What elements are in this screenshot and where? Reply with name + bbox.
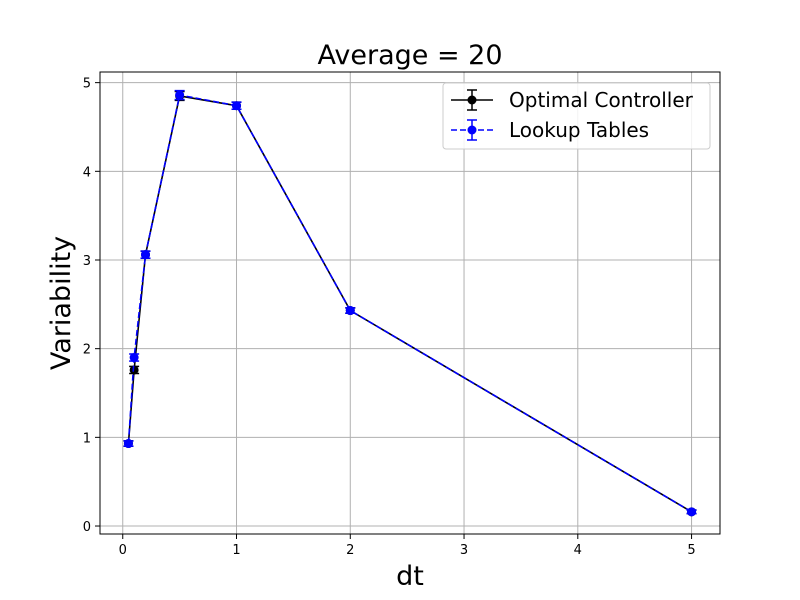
chart-title: Average = 20 [317, 40, 502, 71]
series-layer [123, 89, 697, 517]
legend-label: Lookup Tables [509, 118, 649, 142]
legend-box [442, 82, 711, 150]
series-0 [123, 90, 697, 517]
y-tick-label: 5 [83, 77, 91, 92]
x-tick-label: 4 [574, 543, 582, 558]
plot-frame [99, 71, 721, 535]
series-line [127, 94, 692, 513]
x-tick-label: 2 [346, 543, 354, 558]
data-point [123, 439, 133, 449]
y-axis-label: Variability [46, 236, 77, 370]
legend: Optimal Controller Lookup Tables [442, 82, 711, 150]
legend-marker [467, 95, 477, 105]
data-point [687, 507, 697, 517]
data-point [232, 101, 242, 111]
data-point [175, 90, 185, 100]
y-tick-label: 3 [83, 254, 91, 269]
y-tick-label: 2 [83, 343, 91, 358]
legend-marker [467, 125, 477, 135]
x-tick-label: 5 [687, 543, 695, 558]
x-axis-label: dt [396, 561, 424, 592]
data-point [129, 365, 139, 375]
data-point [141, 250, 151, 260]
data-point [129, 353, 139, 363]
x-tick-label: 0 [119, 543, 127, 558]
data-point [345, 306, 355, 316]
series-1 [123, 89, 697, 517]
x-tick-label: 1 [232, 543, 240, 558]
y-tick-label: 1 [83, 431, 91, 446]
series-line [127, 95, 692, 513]
x-tick-label: 3 [460, 543, 468, 558]
x-axis-ticks: 0 1 2 3 4 5 [119, 534, 696, 558]
legend-label: Optimal Controller [509, 88, 694, 112]
y-tick-label: 0 [83, 520, 91, 535]
y-tick-label: 4 [83, 165, 91, 180]
y-axis-ticks: 0 1 2 3 4 5 [83, 77, 100, 535]
